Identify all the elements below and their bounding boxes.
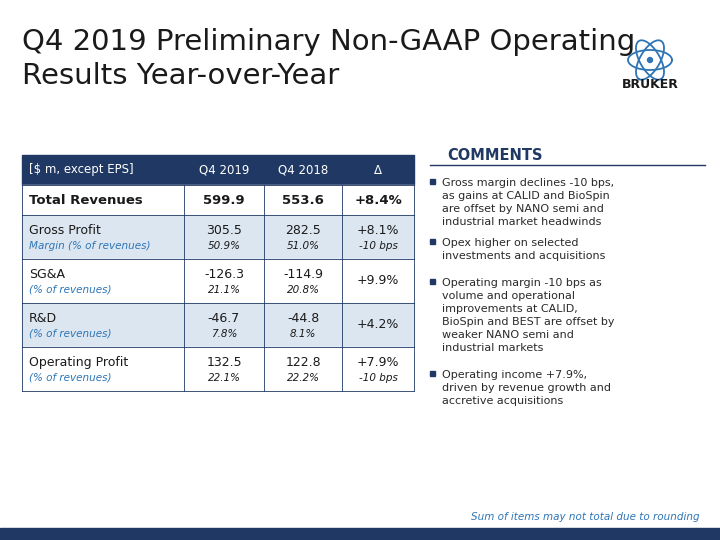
Text: Operating income +7.9%,: Operating income +7.9%, [442,370,587,380]
Text: Opex higher on selected: Opex higher on selected [442,238,578,248]
Text: +4.2%: +4.2% [357,319,399,332]
Text: -10 bps: -10 bps [359,241,397,251]
Text: [$ m, except EPS]: [$ m, except EPS] [29,164,134,177]
Text: investments and acquisitions: investments and acquisitions [442,251,606,261]
Text: R&D: R&D [29,312,57,325]
Text: improvements at CALID,: improvements at CALID, [442,304,577,314]
Bar [22,155,414,185]
Text: 20.8%: 20.8% [287,285,320,295]
Text: volume and operational: volume and operational [442,291,575,301]
Text: industrial markets: industrial markets [442,343,544,353]
Text: Q4 2018: Q4 2018 [278,164,328,177]
Text: -114.9: -114.9 [283,268,323,281]
Bar [430,179,435,184]
Bar [430,279,435,284]
Text: 553.6: 553.6 [282,193,324,206]
Bar [22,259,414,303]
Text: are offset by NANO semi and: are offset by NANO semi and [442,204,604,214]
Text: Q4 2019 Preliminary Non-GAAP Operating: Q4 2019 Preliminary Non-GAAP Operating [22,28,635,56]
Text: Operating Profit: Operating Profit [29,356,128,369]
Text: driven by revenue growth and: driven by revenue growth and [442,383,611,393]
Text: Δ: Δ [374,164,382,177]
Bar [430,371,435,376]
Text: +8.4%: +8.4% [354,193,402,206]
Text: 22.1%: 22.1% [207,373,240,383]
Text: Results Year-over-Year: Results Year-over-Year [22,62,339,90]
Text: 8.1%: 8.1% [290,329,316,339]
Text: Margin (% of revenues): Margin (% of revenues) [29,241,150,251]
Text: BRUKER: BRUKER [621,78,678,91]
Text: Operating margin -10 bps as: Operating margin -10 bps as [442,278,602,288]
Text: -10 bps: -10 bps [359,373,397,383]
Text: (% of revenues): (% of revenues) [29,373,112,383]
Text: +7.9%: +7.9% [356,356,400,369]
Text: +9.9%: +9.9% [357,274,399,287]
Text: (% of revenues): (% of revenues) [29,329,112,339]
Text: -126.3: -126.3 [204,268,244,281]
Text: (% of revenues): (% of revenues) [29,285,112,295]
Text: 122.8: 122.8 [285,356,321,369]
Text: industrial market headwinds: industrial market headwinds [442,217,601,227]
Text: Gross margin declines -10 bps,: Gross margin declines -10 bps, [442,178,614,188]
Text: SG&A: SG&A [29,268,65,281]
Text: 50.9%: 50.9% [207,241,240,251]
Text: -46.7: -46.7 [208,312,240,325]
Circle shape [647,57,652,63]
Text: 51.0%: 51.0% [287,241,320,251]
Bar [22,347,414,391]
Text: -44.8: -44.8 [287,312,319,325]
Bar [22,303,414,347]
Text: 282.5: 282.5 [285,224,321,237]
Text: Sum of items may not total due to rounding: Sum of items may not total due to roundi… [472,512,700,522]
Text: Total Revenues: Total Revenues [29,193,143,206]
Text: COMMENTS: COMMENTS [447,148,543,163]
Bar [430,239,435,244]
Text: 132.5: 132.5 [206,356,242,369]
Text: +8.1%: +8.1% [356,224,400,237]
Text: 599.9: 599.9 [203,193,245,206]
Text: BioSpin and BEST are offset by: BioSpin and BEST are offset by [442,317,614,327]
Text: 7.8%: 7.8% [211,329,237,339]
Bar [0,528,720,540]
Text: 22.2%: 22.2% [287,373,320,383]
Text: accretive acquisitions: accretive acquisitions [442,396,563,406]
Text: Gross Profit: Gross Profit [29,224,101,237]
Text: weaker NANO semi and: weaker NANO semi and [442,330,574,340]
Bar [22,185,414,215]
Text: as gains at CALID and BioSpin: as gains at CALID and BioSpin [442,191,610,201]
Bar [22,215,414,259]
Text: 21.1%: 21.1% [207,285,240,295]
Text: 305.5: 305.5 [206,224,242,237]
Text: Q4 2019: Q4 2019 [199,164,249,177]
